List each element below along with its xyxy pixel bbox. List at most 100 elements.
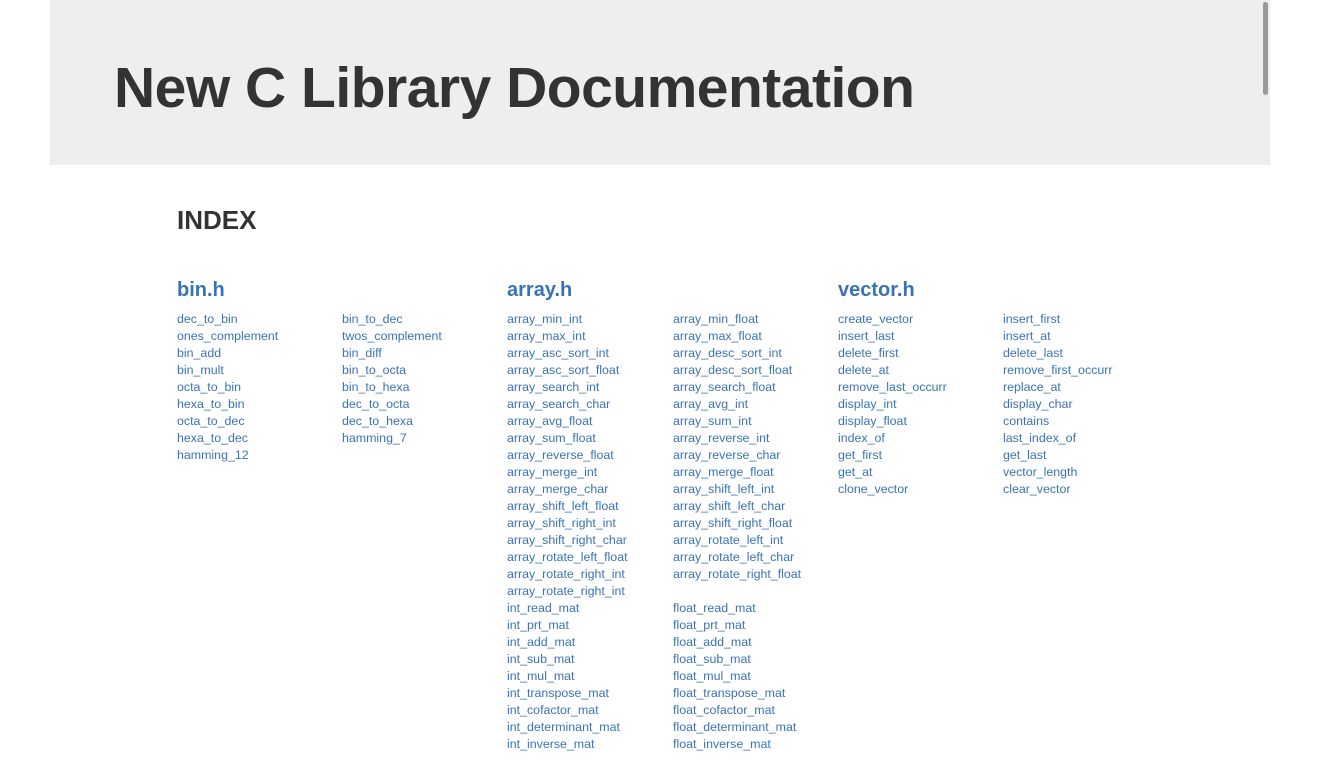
function-link[interactable]: delete_at: [838, 363, 889, 377]
page-title: New C Library Documentation: [114, 56, 915, 120]
function-link[interactable]: float_sub_mat: [673, 652, 751, 666]
section-title-bin-h[interactable]: bin.h: [177, 279, 225, 301]
function-link[interactable]: int_sub_mat: [507, 652, 575, 666]
section-array-h: array.h array_min_int array_max_int array_…: [507, 278, 801, 751]
function-link[interactable]: array_rotate_left_int: [673, 533, 784, 547]
function-link[interactable]: array_reverse_char: [673, 448, 781, 462]
function-link[interactable]: int_inverse_mat: [507, 737, 595, 751]
function-link[interactable]: array_shift_right_float: [673, 516, 793, 530]
function-link[interactable]: array_shift_left_char: [673, 499, 786, 513]
function-link[interactable]: bin_to_dec: [342, 312, 403, 326]
function-link[interactable]: float_determinant_mat: [673, 720, 797, 734]
function-link[interactable]: dec_to_hexa: [342, 414, 413, 428]
function-link[interactable]: float_inverse_mat: [673, 737, 771, 751]
function-link[interactable]: octa_to_dec: [177, 414, 245, 428]
function-link[interactable]: array_search_int: [507, 380, 600, 394]
function-link[interactable]: array_shift_left_int: [673, 482, 775, 496]
function-link[interactable]: int_transpose_mat: [507, 686, 609, 700]
function-link[interactable]: bin_mult: [177, 363, 224, 377]
function-link[interactable]: hexa_to_bin: [177, 397, 245, 411]
function-link[interactable]: display_char: [1003, 397, 1073, 411]
function-link[interactable]: array_reverse_int: [673, 431, 770, 445]
function-link[interactable]: display_int: [838, 397, 897, 411]
function-link[interactable]: display_float: [838, 414, 907, 428]
function-link[interactable]: clear_vector: [1003, 482, 1071, 496]
function-link[interactable]: hexa_to_dec: [177, 431, 248, 445]
function-link[interactable]: array_avg_float: [507, 414, 593, 428]
function-link[interactable]: hamming_12: [177, 448, 249, 462]
function-link[interactable]: int_cofactor_mat: [507, 703, 599, 717]
function-link[interactable]: insert_last: [838, 329, 895, 343]
function-link[interactable]: int_read_mat: [507, 601, 580, 615]
function-link[interactable]: array_rotate_right_int: [507, 584, 625, 598]
function-link[interactable]: array_reverse_float: [507, 448, 614, 462]
function-link[interactable]: create_vector: [838, 312, 914, 326]
function-link[interactable]: array_rotate_left_char: [673, 550, 795, 564]
function-link[interactable]: array_max_int: [507, 329, 586, 343]
function-link[interactable]: float_mul_mat: [673, 669, 751, 683]
function-link[interactable]: array_merge_float: [673, 465, 774, 479]
function-link[interactable]: contains: [1003, 414, 1050, 428]
function-link[interactable]: array_desc_sort_int: [673, 346, 782, 360]
function-link[interactable]: bin_diff: [342, 346, 382, 360]
function-link[interactable]: int_prt_mat: [507, 618, 569, 632]
function-link[interactable]: array_merge_int: [507, 465, 598, 479]
function-link[interactable]: clone_vector: [838, 482, 909, 496]
function-column: array_min_int array_max_int array_asc_sort…: [507, 311, 628, 753]
function-link[interactable]: bin_to_octa: [342, 363, 407, 377]
function-link[interactable]: array_rotate_right_int: [507, 567, 625, 581]
function-link[interactable]: int_mul_mat: [507, 669, 575, 683]
function-link[interactable]: get_first: [838, 448, 883, 462]
function-link[interactable]: get_last: [1003, 448, 1047, 462]
function-link[interactable]: dec_to_octa: [342, 397, 410, 411]
function-link[interactable]: float_transpose_mat: [673, 686, 786, 700]
function-link[interactable]: get_at: [838, 465, 873, 479]
function-link[interactable]: array_merge_char: [507, 482, 609, 496]
function-link[interactable]: twos_complement: [342, 329, 442, 343]
index-heading: INDEX: [177, 205, 257, 235]
function-link[interactable]: float_add_mat: [673, 635, 752, 649]
function-link[interactable]: dec_to_bin: [177, 312, 238, 326]
section-title-vector-h[interactable]: vector.h: [838, 279, 915, 301]
function-link[interactable]: vector_length: [1003, 465, 1078, 479]
function-link[interactable]: remove_last_occurr: [838, 380, 947, 394]
function-link[interactable]: array_asc_sort_float: [507, 363, 620, 377]
function-link[interactable]: bin_add: [177, 346, 222, 360]
function-link[interactable]: ones_complement: [177, 329, 279, 343]
function-link[interactable]: array_search_float: [673, 380, 776, 394]
function-link[interactable]: hamming_7: [342, 431, 407, 445]
function-link[interactable]: int_add_mat: [507, 635, 576, 649]
function-link[interactable]: array_shift_right_int: [507, 516, 616, 530]
function-link[interactable]: array_asc_sort_int: [507, 346, 609, 360]
function-link[interactable]: remove_first_occurr: [1003, 363, 1113, 377]
function-link[interactable]: delete_first: [838, 346, 899, 360]
function-link[interactable]: array_max_float: [673, 329, 762, 343]
function-link[interactable]: array_search_char: [507, 397, 611, 411]
function-link[interactable]: insert_at: [1003, 329, 1051, 343]
function-link[interactable]: octa_to_bin: [177, 380, 242, 394]
function-link[interactable]: array_rotate_left_float: [507, 550, 628, 564]
function-link[interactable]: int_determinant_mat: [507, 720, 620, 734]
function-link[interactable]: array_min_float: [673, 312, 759, 326]
function-link[interactable]: replace_at: [1003, 380, 1061, 394]
function-link[interactable]: array_sum_int: [673, 414, 752, 428]
function-link[interactable]: array_sum_float: [507, 431, 596, 445]
function-link[interactable]: array_rotate_right_float: [673, 567, 802, 581]
function-link[interactable]: array_shift_right_char: [507, 533, 627, 547]
function-link[interactable]: float_prt_mat: [673, 618, 746, 632]
section-title-array-h[interactable]: array.h: [507, 279, 573, 301]
function-link[interactable]: array_min_int: [507, 312, 583, 326]
function-link[interactable]: insert_first: [1003, 312, 1061, 326]
function-link[interactable]: array_desc_sort_float: [673, 363, 793, 377]
function-link[interactable]: float_read_mat: [673, 601, 756, 615]
function-link[interactable]: float_cofactor_mat: [673, 703, 775, 717]
function-link[interactable]: last_index_of: [1003, 431, 1077, 445]
function-link[interactable]: array_shift_left_float: [507, 499, 619, 513]
function-link[interactable]: index_of: [838, 431, 885, 445]
list-spacer: [673, 583, 801, 600]
function-link[interactable]: array_avg_int: [673, 397, 749, 411]
function-link[interactable]: delete_last: [1003, 346, 1063, 360]
scrollbar-thumb[interactable]: [1263, 2, 1268, 95]
function-link[interactable]: bin_to_hexa: [342, 380, 410, 394]
